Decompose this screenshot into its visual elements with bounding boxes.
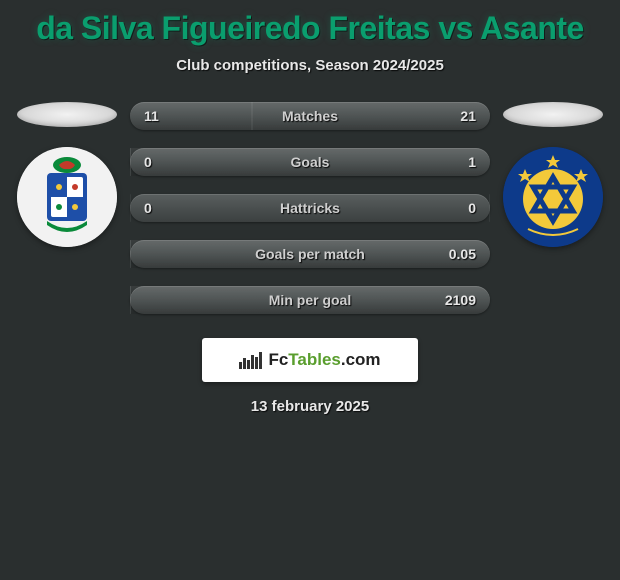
stat-label: Hattricks [280, 200, 340, 216]
stat-label: Min per goal [269, 292, 351, 308]
stats-column: 11 Matches 21 0 Goals 1 0 Hattricks 0 Goals per m… [130, 102, 490, 332]
stat-value-right: 1 [468, 154, 476, 170]
stat-row: Min per goal 2109 [130, 286, 490, 314]
right-player-avatar [503, 102, 603, 127]
date-text: 13 february 2025 [0, 398, 620, 415]
stat-bar-right [489, 194, 490, 222]
stat-row: 0 Goals 1 [130, 148, 490, 176]
stat-bar-left [130, 194, 131, 222]
stat-row: 0 Hattricks 0 [130, 194, 490, 222]
comparison-widget: da Silva Figueiredo Freitas vs Asante Cl… [0, 0, 620, 415]
stat-label: Goals [291, 154, 330, 170]
right-club-badge [503, 147, 603, 247]
brand-text: FcTables.com [268, 350, 380, 370]
stat-value-right: 0 [468, 200, 476, 216]
stat-row: 11 Matches 21 [130, 102, 490, 130]
stat-value-right: 2109 [445, 292, 476, 308]
stat-value-left: 0 [144, 200, 152, 216]
stat-label: Matches [282, 108, 338, 124]
subtitle: Club competitions, Season 2024/2025 [0, 57, 620, 74]
left-player-avatar [17, 102, 117, 127]
right-player-column [498, 102, 608, 247]
brand-text-b: Tables [288, 350, 341, 369]
layout-row: 11 Matches 21 0 Goals 1 0 Hattricks 0 Goals per m… [0, 102, 620, 332]
left-player-column [12, 102, 122, 247]
stat-value-left: 0 [144, 154, 152, 170]
brand-text-c: .com [341, 350, 381, 369]
stat-label: Goals per match [255, 246, 365, 262]
left-club-badge [17, 147, 117, 247]
page-title: da Silva Figueiredo Freitas vs Asante [0, 10, 620, 47]
stat-row: Goals per match 0.05 [130, 240, 490, 268]
chart-bars-icon [239, 352, 262, 369]
porto-crest-icon [17, 147, 117, 247]
stat-value-right: 21 [460, 108, 476, 124]
brand-text-a: Fc [268, 350, 288, 369]
brand-box[interactable]: FcTables.com [202, 338, 418, 382]
maccabi-crest-icon [503, 147, 603, 247]
stat-value-right: 0.05 [449, 246, 476, 262]
stat-value-left: 11 [144, 108, 159, 124]
